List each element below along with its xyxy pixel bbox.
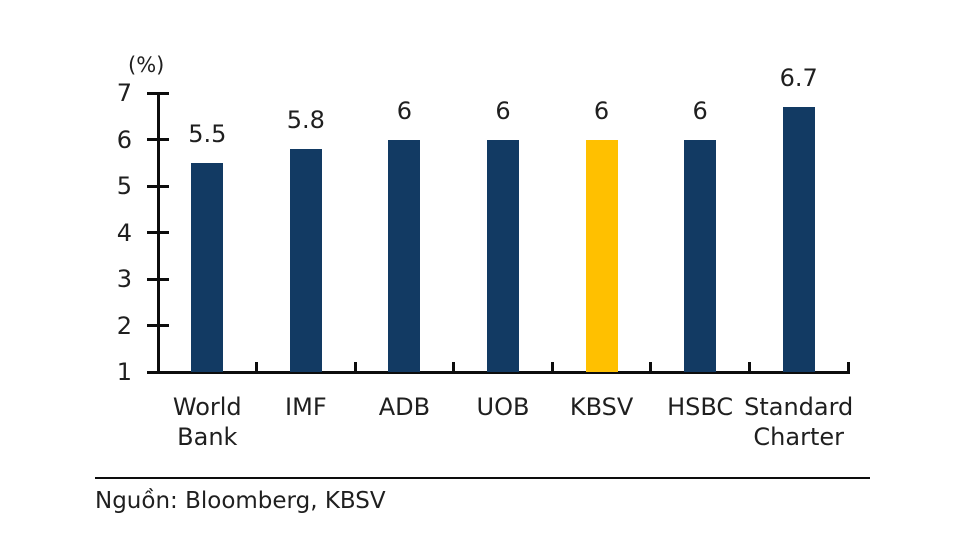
bar-value-label: 6 (495, 96, 511, 125)
bar (782, 106, 815, 372)
x-axis-tick (550, 362, 554, 372)
bar-value-label: 6.7 (779, 63, 818, 92)
x-axis-line (147, 370, 850, 374)
bar (684, 139, 717, 372)
category-label: UOB (476, 393, 530, 421)
y-tick-label: 7 (116, 79, 132, 107)
y-tick-label: 5 (116, 172, 132, 200)
y-axis-tick (147, 231, 169, 234)
category-label: HSBC (667, 393, 734, 421)
y-axis-tick (147, 370, 169, 374)
source-text: Nguồn: Bloomberg, KBSV (95, 488, 386, 514)
bar-value-label: 6 (692, 96, 708, 125)
x-axis-tick (353, 362, 357, 372)
bar-value-label: 6 (593, 96, 610, 125)
y-axis-tick (147, 91, 169, 95)
bar (289, 148, 322, 372)
category-label: IMF (285, 393, 327, 421)
bar (388, 139, 421, 372)
x-axis-tick (846, 362, 850, 372)
x-axis-tick (747, 362, 751, 372)
category-label: KBSV (569, 393, 634, 421)
bar (191, 162, 224, 372)
bar-value-label: 5.5 (188, 119, 227, 148)
source-divider (95, 477, 870, 479)
y-tick-label: 4 (116, 218, 132, 247)
y-axis-tick (147, 184, 169, 188)
x-axis-tick (255, 362, 259, 372)
y-tick-label: 2 (116, 311, 132, 340)
y-axis-tick (147, 138, 169, 141)
bar-value-label: 5.8 (286, 105, 325, 134)
y-tick-label: 6 (116, 125, 132, 154)
bar (585, 139, 618, 372)
y-tick-label: 3 (116, 265, 132, 293)
bar-value-label: 6 (396, 96, 413, 125)
category-label: World Bank (172, 393, 242, 451)
y-axis-tick (147, 324, 169, 327)
y-axis-tick (147, 277, 169, 281)
x-axis-tick (649, 362, 653, 372)
category-label: ADB (378, 393, 431, 421)
y-tick-label: 1 (116, 358, 132, 386)
x-axis-tick (452, 362, 456, 372)
category-label: Standard Charter (744, 393, 854, 451)
bar (487, 139, 519, 372)
y-axis-unit-label: (%) (128, 53, 165, 77)
